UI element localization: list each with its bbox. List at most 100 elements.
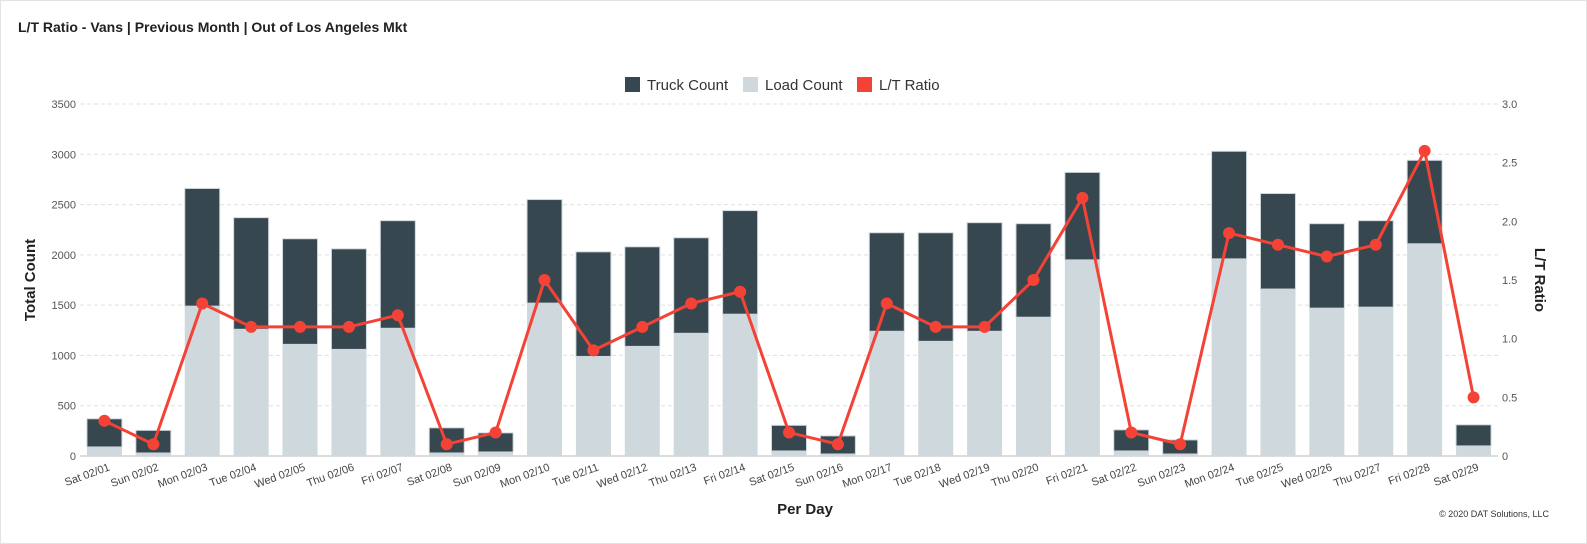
x-tick-label: Tue 02/18: [892, 462, 942, 490]
y-tick-label: 500: [58, 401, 76, 413]
lt-ratio-point: [831, 438, 844, 451]
lt-ratio-point: [196, 297, 209, 310]
load-count-bar: [722, 314, 758, 456]
truck-count-bar: [526, 199, 563, 304]
truck-count-bar: [673, 237, 710, 334]
y-axis-label: Total Count: [22, 239, 39, 321]
truck-count-bar: [868, 232, 905, 332]
x-tick-label: Mon 02/17: [841, 462, 894, 491]
load-count-bar: [86, 446, 122, 456]
y-tick-label: 1500: [52, 300, 76, 312]
load-count-bar: [1211, 258, 1247, 456]
lt-ratio-point: [978, 320, 991, 333]
load-count-bar: [527, 303, 563, 456]
lt-ratio-point: [1467, 391, 1480, 404]
y-tick-label: 0: [70, 451, 76, 463]
lt-ratio-point: [1418, 144, 1431, 157]
lt-ratio-point: [440, 438, 453, 451]
truck-count-bar: [1455, 424, 1492, 447]
x-tick-label: Sat 02/08: [405, 462, 453, 489]
load-count-bar: [820, 453, 856, 456]
load-count-bar: [478, 451, 514, 456]
x-tick-label: Fri 02/28: [1387, 462, 1432, 488]
truck-count-bar: [1308, 223, 1345, 309]
legend-swatch: [857, 77, 872, 92]
load-count-bar: [1015, 317, 1051, 456]
x-tick-label: Thu 02/13: [648, 462, 699, 490]
y2-tick-label: 2.5: [1502, 158, 1517, 170]
x-tick-label: Sun 02/23: [1136, 462, 1187, 490]
load-count-bar: [1162, 453, 1198, 456]
load-count-bar: [331, 349, 367, 456]
x-tick-label: Sun 02/02: [109, 462, 160, 490]
x-tick-label: Fri 02/21: [1044, 462, 1089, 488]
x-axis-label: Per Day: [777, 501, 834, 518]
lt-ratio-point: [391, 309, 404, 322]
load-count-bar: [1456, 445, 1492, 456]
lt-ratio-point: [1320, 250, 1333, 263]
lt-ratio-point: [1125, 426, 1138, 439]
copyright: © 2020 DAT Solutions, LLC: [1439, 509, 1549, 519]
lt-ratio-point: [734, 285, 747, 298]
y2-tick-label: 1.0: [1502, 334, 1517, 346]
x-tick-label: Tue 02/25: [1235, 462, 1285, 490]
lt-ratio-point: [147, 438, 160, 451]
load-count-bar: [184, 306, 220, 456]
x-tick-label: Mon 02/03: [156, 462, 209, 491]
lt-ratio-point: [880, 297, 893, 310]
load-count-bar: [1064, 259, 1100, 456]
x-tick-label: Wed 02/12: [595, 462, 649, 491]
y-tick-label: 2000: [52, 250, 76, 262]
legend-item: L/T Ratio: [879, 77, 940, 94]
load-count-bar: [869, 331, 905, 456]
load-count-bar: [673, 333, 709, 456]
y-tick-label: 3500: [52, 99, 76, 111]
x-tick-label: Mon 02/24: [1183, 462, 1236, 491]
x-tick-label: Sat 02/15: [748, 462, 796, 489]
x-tick-label: Fri 02/07: [360, 462, 405, 488]
x-tick-label: Thu 02/27: [1332, 462, 1383, 490]
load-count-bar: [918, 341, 954, 456]
load-count-bar: [1260, 289, 1296, 456]
x-tick-label: Tue 02/04: [208, 462, 258, 490]
y2-axis-label: L/T Ratio: [1531, 248, 1548, 312]
lt-ratio-point: [783, 426, 795, 439]
lt-ratio-point: [342, 320, 355, 333]
lt-ratio-point: [1027, 274, 1040, 286]
truck-count-bar: [184, 187, 221, 307]
x-tick-label: Sat 02/29: [1432, 462, 1480, 489]
load-count-bar: [429, 452, 465, 456]
lt-ratio-point: [636, 320, 649, 333]
load-count-bar: [233, 329, 269, 456]
lt-ratio-point: [538, 274, 551, 286]
y2-tick-label: 0: [1502, 451, 1508, 463]
y-tick-label: 2500: [52, 200, 76, 212]
truck-count-bar: [575, 251, 612, 357]
x-tick-label: Sat 02/01: [63, 462, 111, 489]
y2-tick-label: 3.0: [1502, 99, 1517, 111]
lt-ratio-point: [685, 297, 698, 310]
lt-ratio-point: [1369, 238, 1382, 251]
x-tick-label: Wed 02/26: [1280, 462, 1334, 491]
truck-count-bar: [1357, 220, 1394, 308]
legend-swatch: [743, 77, 758, 92]
truck-count-bar: [1015, 223, 1052, 318]
lt-ratio-point: [929, 320, 942, 333]
x-tick-label: Wed 02/19: [938, 462, 992, 491]
legend-item: Truck Count: [647, 77, 729, 94]
x-tick-label: Fri 02/14: [702, 462, 747, 488]
lt-ratio-point: [1271, 238, 1284, 251]
lt-ratio-point: [98, 414, 111, 427]
x-tick-label: Sun 02/09: [451, 462, 502, 490]
load-count-bar: [135, 452, 171, 456]
truck-count-bar: [722, 210, 759, 315]
truck-count-bar: [330, 248, 367, 350]
lt-ratio-point: [587, 344, 600, 357]
load-count-bar: [771, 450, 807, 456]
lt-ratio-point: [1174, 438, 1187, 451]
x-tick-label: Thu 02/20: [990, 462, 1041, 490]
x-tick-label: Sat 02/22: [1090, 462, 1138, 489]
y2-tick-label: 1.5: [1502, 275, 1517, 287]
load-count-bar: [575, 356, 611, 456]
